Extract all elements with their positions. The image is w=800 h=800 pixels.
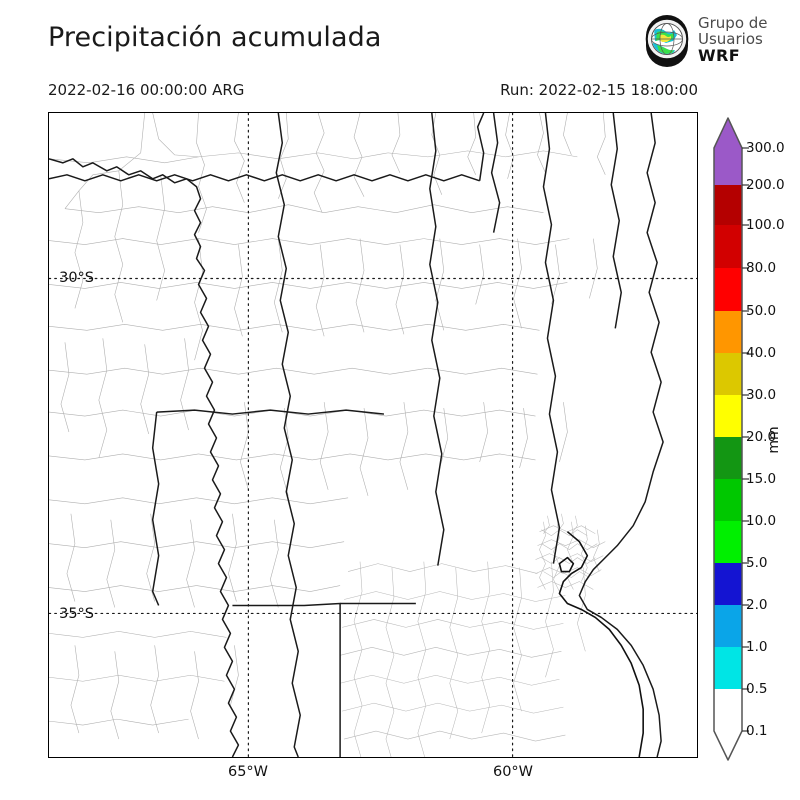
- logo: Grupo de Usuarios WRF: [640, 14, 800, 72]
- colorbar-tick-labels: 300.0 200.0 100.0 80.0 50.0 40.0 30.0 20…: [710, 112, 800, 764]
- logo-text: Grupo de Usuarios WRF: [698, 14, 768, 65]
- colorbar-bands: [714, 118, 742, 760]
- colorbar-under-arrow: [714, 731, 742, 760]
- coastline: [558, 531, 644, 757]
- colorbar-over-arrow: [714, 118, 742, 148]
- colorbar-tick-30: 30.0: [746, 387, 777, 403]
- map-svg: [49, 113, 697, 757]
- colorbar-tick-1: 1.0: [746, 639, 768, 655]
- colorbar-tick-05: 0.5: [746, 681, 768, 697]
- page-title: Precipitación acumulada: [48, 22, 382, 53]
- axis-label-lat-35s: 35°S: [59, 606, 94, 622]
- logo-line-2: Usuarios: [698, 29, 763, 48]
- globe-emblem-icon: [640, 14, 694, 68]
- colorbar-tick-80: 80.0: [746, 260, 777, 276]
- map-plot-area[interactable]: [48, 112, 698, 758]
- run-time-label: Run: 2022-02-15 18:00:00: [500, 81, 698, 99]
- colorbar-svg: [713, 117, 749, 761]
- axis-label-lon-60w: 60°W: [492, 764, 534, 780]
- municipal-boundaries: [49, 113, 606, 740]
- colorbar-tick-2: 2.0: [746, 597, 768, 613]
- colorbar-tick-5: 5.0: [746, 555, 768, 571]
- graticule: [49, 113, 697, 757]
- colorbar-unit-label: mm: [766, 426, 782, 454]
- colorbar-tick-01: 0.1: [746, 723, 768, 739]
- colorbar-tick-20: 20.0: [746, 429, 777, 445]
- axis-label-lat-30s: 30°S: [59, 270, 94, 286]
- colorbar-tick-100: 100.0: [746, 217, 785, 233]
- colorbar[interactable]: 300.0 200.0 100.0 80.0 50.0 40.0 30.0 20…: [710, 112, 800, 764]
- political-boundaries: [49, 113, 664, 757]
- logo-line-3: WRF: [698, 45, 741, 65]
- colorbar-tick-300: 300.0: [746, 140, 785, 156]
- valid-time-label: 2022-02-16 00:00:00 ARG: [48, 81, 245, 99]
- colorbar-tickmarks: [742, 147, 749, 732]
- buenos-aires-partidos: [340, 513, 606, 757]
- colorbar-tick-200: 200.0: [746, 177, 785, 193]
- colorbar-tick-10: 10.0: [746, 513, 777, 529]
- colorbar-tick-40: 40.0: [746, 345, 777, 361]
- logo-line-1: Grupo de: [698, 14, 768, 32]
- colorbar-tick-50: 50.0: [746, 303, 777, 319]
- colorbar-tick-15: 15.0: [746, 471, 777, 487]
- axis-label-lon-65w: 65°W: [227, 764, 269, 780]
